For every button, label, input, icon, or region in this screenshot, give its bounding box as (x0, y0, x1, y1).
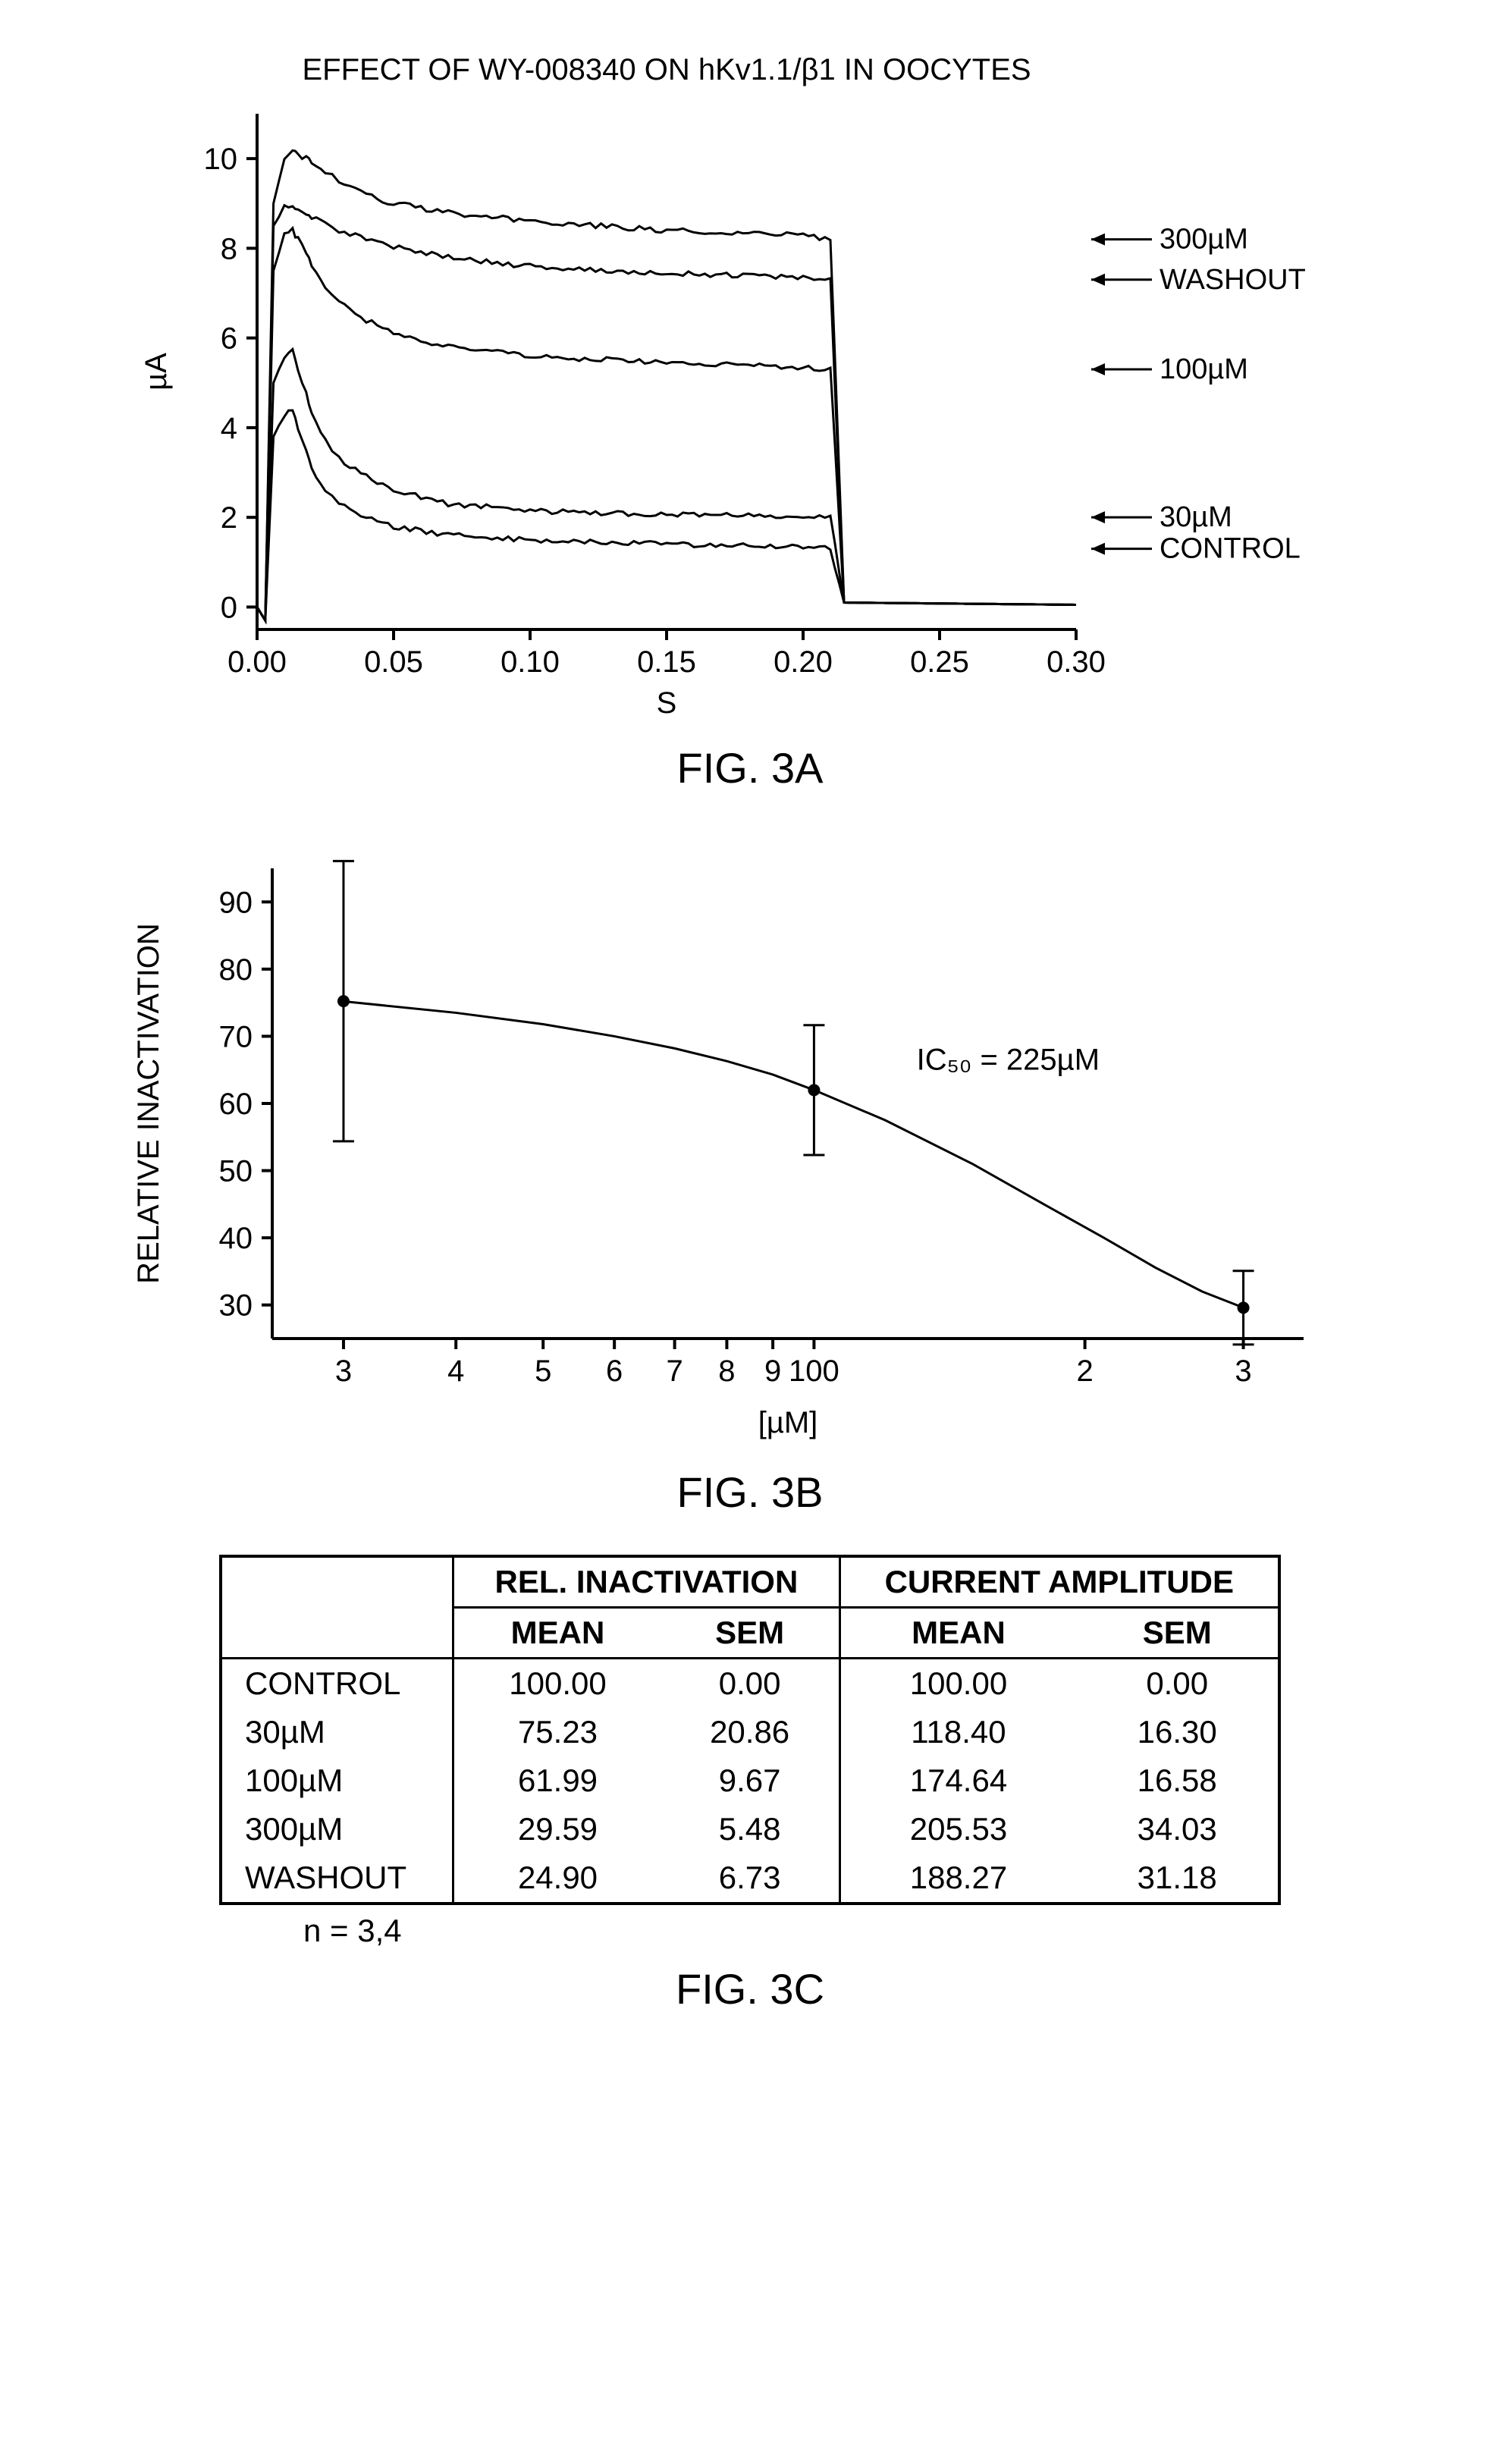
svg-text:0.25: 0.25 (910, 645, 969, 679)
svg-text:10: 10 (204, 143, 238, 176)
figure-3a: EFFECT OF WY-008340 ON hKv1.1/β1 IN OOCY… (76, 46, 1424, 793)
svg-text:100µM: 100µM (1160, 353, 1248, 385)
svg-text:6: 6 (221, 322, 237, 356)
svg-text:2: 2 (221, 501, 237, 535)
chart-3a: EFFECT OF WY-008340 ON hKv1.1/β1 IN OOCY… (105, 46, 1395, 728)
svg-text:0.30: 0.30 (1047, 645, 1106, 679)
svg-text:S: S (657, 686, 677, 720)
svg-text:8: 8 (718, 1354, 735, 1388)
svg-text:60: 60 (219, 1088, 253, 1121)
svg-text:IC₅₀ = 225µM: IC₅₀ = 225µM (917, 1044, 1100, 1077)
svg-text:3: 3 (335, 1354, 352, 1388)
svg-text:[µM]: [µM] (758, 1406, 818, 1439)
svg-text:50: 50 (219, 1155, 253, 1188)
svg-text:µA: µA (140, 353, 173, 391)
table-note: n = 3,4 (303, 1913, 1424, 1949)
svg-text:30µM: 30µM (1160, 501, 1232, 533)
svg-text:0.20: 0.20 (774, 645, 833, 679)
data-table: REL. INACTIVATIONCURRENT AMPLITUDEMEANSE… (219, 1555, 1281, 1905)
svg-text:9: 9 (764, 1354, 781, 1388)
svg-text:0.05: 0.05 (364, 645, 423, 679)
svg-text:0.10: 0.10 (501, 645, 560, 679)
svg-text:70: 70 (219, 1020, 253, 1053)
svg-text:3: 3 (1235, 1354, 1251, 1388)
svg-text:0: 0 (221, 591, 237, 624)
svg-text:40: 40 (219, 1222, 253, 1255)
chart-3b: 30 40 50 60 70 80 90 3 4 5 6 7 89100 2 3 IC₅₀ = 225µM [µ… (105, 830, 1395, 1452)
svg-text:4: 4 (221, 412, 237, 445)
svg-text:0.00: 0.00 (228, 645, 287, 679)
svg-text:2: 2 (1076, 1354, 1093, 1388)
svg-text:90: 90 (219, 886, 253, 919)
figure-3c: REL. INACTIVATIONCURRENT AMPLITUDEMEANSE… (76, 1555, 1424, 2014)
svg-text:80: 80 (219, 953, 253, 987)
svg-text:RELATIVE INACTIVATION: RELATIVE INACTIVATION (132, 923, 165, 1284)
svg-text:300µM: 300µM (1160, 224, 1248, 256)
svg-text:100: 100 (789, 1354, 839, 1388)
svg-text:5: 5 (535, 1354, 551, 1388)
svg-text:WASHOUT: WASHOUT (1160, 264, 1306, 296)
caption-3a: FIG. 3A (76, 743, 1424, 793)
caption-3b: FIG. 3B (76, 1467, 1424, 1517)
figure-3b: 30 40 50 60 70 80 90 3 4 5 6 7 89100 2 3 IC₅₀ = 225µM [µ… (76, 830, 1424, 1517)
svg-text:6: 6 (606, 1354, 623, 1388)
svg-text:7: 7 (666, 1354, 683, 1388)
svg-text:0.15: 0.15 (637, 645, 696, 679)
svg-text:30: 30 (219, 1289, 253, 1323)
svg-text:EFFECT OF WY-008340 ON hKv1.1/: EFFECT OF WY-008340 ON hKv1.1/β1 IN OOCY… (302, 53, 1031, 86)
caption-3c: FIG. 3C (76, 1964, 1424, 2014)
svg-text:CONTROL: CONTROL (1160, 533, 1301, 565)
svg-text:4: 4 (447, 1354, 464, 1388)
svg-text:8: 8 (221, 232, 237, 265)
